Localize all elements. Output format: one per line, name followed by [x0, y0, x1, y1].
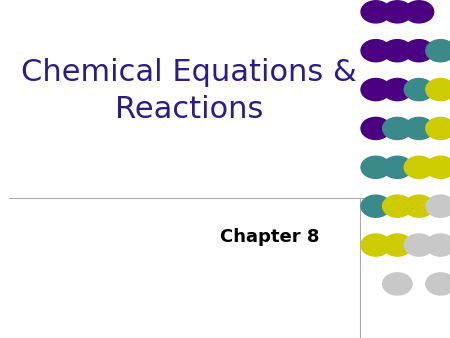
Circle shape: [404, 40, 434, 62]
Circle shape: [404, 234, 434, 256]
Circle shape: [404, 78, 434, 101]
Circle shape: [361, 1, 391, 23]
Circle shape: [404, 117, 434, 140]
Circle shape: [404, 1, 434, 23]
Circle shape: [382, 78, 412, 101]
Text: Chapter 8: Chapter 8: [220, 227, 320, 246]
Circle shape: [426, 195, 450, 217]
Circle shape: [361, 156, 391, 178]
Circle shape: [361, 234, 391, 256]
Text: Chemical Equations &
Reactions: Chemical Equations & Reactions: [21, 58, 357, 124]
Circle shape: [361, 195, 391, 217]
Circle shape: [382, 273, 412, 295]
Circle shape: [382, 40, 412, 62]
Circle shape: [361, 78, 391, 101]
Circle shape: [426, 156, 450, 178]
Circle shape: [382, 156, 412, 178]
Circle shape: [426, 234, 450, 256]
Circle shape: [361, 40, 391, 62]
Circle shape: [426, 40, 450, 62]
Circle shape: [404, 195, 434, 217]
Circle shape: [382, 195, 412, 217]
Circle shape: [404, 156, 434, 178]
Circle shape: [382, 117, 412, 140]
Circle shape: [382, 1, 412, 23]
Circle shape: [426, 117, 450, 140]
Circle shape: [426, 78, 450, 101]
Circle shape: [426, 273, 450, 295]
Circle shape: [361, 117, 391, 140]
Circle shape: [382, 234, 412, 256]
